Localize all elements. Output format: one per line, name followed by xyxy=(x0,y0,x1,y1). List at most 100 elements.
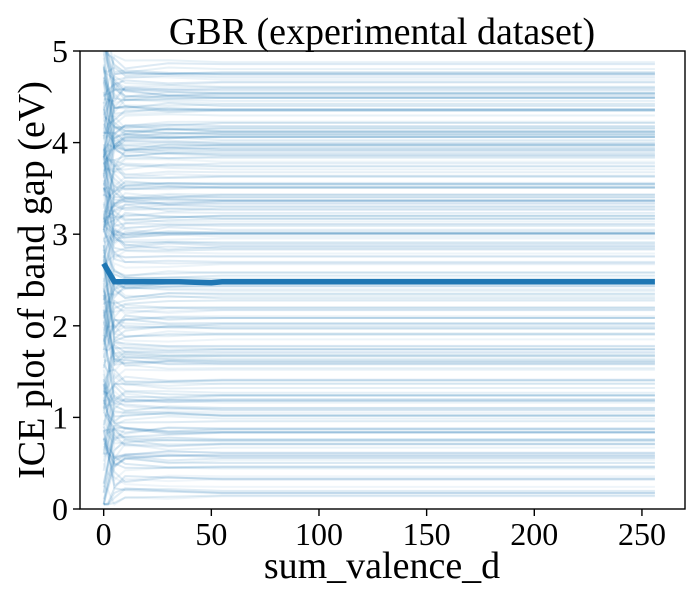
ice-curve xyxy=(102,79,655,98)
ice-curve xyxy=(103,66,655,77)
ice-curve xyxy=(102,91,655,140)
ice-curve xyxy=(103,488,655,506)
ice-curve xyxy=(102,155,655,189)
ice-curve xyxy=(102,200,655,228)
ice-curve xyxy=(102,485,655,506)
ice-curve xyxy=(109,51,655,76)
ice-curve xyxy=(102,203,655,224)
x-tick-label: 0 xyxy=(96,516,112,552)
ice-curve xyxy=(102,294,655,363)
ice-curve xyxy=(102,76,655,110)
ice-curve xyxy=(102,282,655,367)
ice-curve xyxy=(104,51,655,91)
ice-curve xyxy=(102,108,655,137)
ice-curve xyxy=(102,352,655,365)
ice-curve xyxy=(102,380,655,405)
ice-curve xyxy=(102,81,655,116)
ice-curve xyxy=(102,77,655,137)
ice-curve xyxy=(102,305,655,360)
ice-curve xyxy=(102,430,655,489)
ice-curve xyxy=(102,107,655,158)
ice-curve xyxy=(103,123,655,141)
ice-curve xyxy=(102,229,655,268)
ice-curve xyxy=(102,202,655,262)
ice-curve xyxy=(102,143,655,193)
ice-curve xyxy=(102,287,655,363)
ice-curve xyxy=(102,397,655,469)
ice-curve xyxy=(103,308,655,315)
chart-title: GBR (experimental dataset) xyxy=(169,11,595,53)
ice-curve xyxy=(102,147,655,193)
ice-curve xyxy=(104,51,655,99)
ice-curve xyxy=(102,287,655,338)
ice-curve xyxy=(102,347,655,409)
ice-curve xyxy=(102,124,655,192)
ice-curve xyxy=(102,148,655,200)
ice-curve xyxy=(102,288,655,350)
ice-curve xyxy=(102,149,655,210)
x-tick-label: 50 xyxy=(195,516,227,552)
ice-curve xyxy=(103,114,655,135)
ice-curve xyxy=(102,454,655,505)
ice-curve xyxy=(102,262,655,326)
y-axis-ticks: 0 1 2 3 4 5 xyxy=(52,33,80,527)
ice-curve xyxy=(102,383,655,426)
ice-curve xyxy=(102,415,655,462)
ice-curve xyxy=(102,357,655,381)
ice-curve xyxy=(102,85,655,130)
x-axis-ticks: 0 50 100 150 200 250 xyxy=(96,509,666,552)
ice-curve xyxy=(102,201,655,224)
ice-curve xyxy=(103,71,655,81)
ice-curve xyxy=(102,299,655,351)
y-tick-label: 2 xyxy=(52,308,68,344)
ice-curve xyxy=(102,399,655,435)
ice-curve xyxy=(103,226,655,244)
x-tick-label: 150 xyxy=(403,516,451,552)
ice-curve xyxy=(102,410,655,441)
ice-curve xyxy=(102,120,655,159)
ice-curve xyxy=(103,487,655,506)
ice-curve xyxy=(102,117,655,191)
ice-curve xyxy=(102,87,655,152)
ice-curve xyxy=(105,51,655,76)
ice-curve xyxy=(102,405,655,482)
y-tick-label: 5 xyxy=(52,33,68,69)
ice-curve xyxy=(103,180,655,193)
ice-curve xyxy=(102,352,655,417)
ice-curve xyxy=(102,203,655,245)
pd-line-group xyxy=(101,262,655,286)
ice-curve xyxy=(102,383,655,452)
ice-curve xyxy=(103,494,655,506)
ice-curve xyxy=(102,164,655,179)
ice-curve xyxy=(103,127,655,140)
ice-curve xyxy=(102,283,655,346)
ice-curve xyxy=(103,426,655,434)
ice-curve xyxy=(102,326,655,404)
ice-curve xyxy=(102,101,655,168)
ice-curve xyxy=(102,80,655,115)
ice-curve xyxy=(102,356,655,412)
ice-curve xyxy=(102,309,655,358)
ice-curve xyxy=(104,51,655,70)
ice-curve xyxy=(103,230,655,244)
ice-curve xyxy=(102,144,655,165)
ice-curve xyxy=(104,51,655,102)
ice-curve xyxy=(102,150,655,176)
ice-curve xyxy=(102,66,655,135)
ice-curve xyxy=(102,399,655,444)
ice-curve xyxy=(103,390,655,404)
ice-curve xyxy=(102,321,655,368)
ice-curve xyxy=(102,338,655,392)
ice-curve xyxy=(102,80,655,158)
ice-curve xyxy=(102,82,655,160)
ice-curve xyxy=(102,142,655,172)
ice-curve xyxy=(102,230,655,254)
ice-curve xyxy=(102,164,655,224)
ice-curve xyxy=(102,215,655,239)
ice-curve xyxy=(102,260,655,328)
ice-curve xyxy=(102,144,655,186)
ice-curve xyxy=(102,309,655,366)
ice-curve xyxy=(102,187,655,219)
ice-curve xyxy=(102,374,655,428)
